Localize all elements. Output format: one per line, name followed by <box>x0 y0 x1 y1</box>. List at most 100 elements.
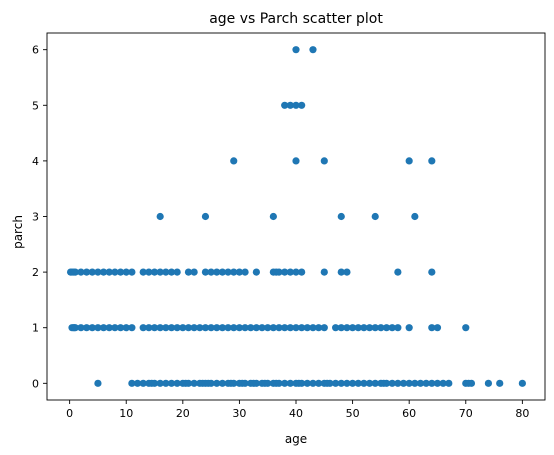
y-tick-label: 1 <box>32 322 39 335</box>
data-point <box>484 379 493 387</box>
data-point <box>326 379 334 387</box>
data-point <box>218 379 227 387</box>
data-point <box>298 379 306 387</box>
data-point <box>298 324 306 332</box>
data-point <box>94 324 102 332</box>
data-point <box>315 379 323 387</box>
data-point <box>275 268 283 276</box>
data-point <box>320 268 328 276</box>
data-point <box>332 324 340 332</box>
data-point <box>377 324 385 332</box>
data-point <box>162 268 170 276</box>
data-point <box>462 324 470 332</box>
data-point <box>371 212 379 221</box>
data-point <box>167 324 176 332</box>
data-point <box>281 324 289 332</box>
data-point <box>320 157 328 165</box>
data-point <box>213 379 221 387</box>
data-point <box>309 379 317 387</box>
data-point <box>332 379 340 387</box>
data-point <box>315 324 323 332</box>
data-point <box>207 268 215 276</box>
data-point <box>348 379 357 387</box>
data-point <box>343 268 351 276</box>
data-point <box>298 101 306 109</box>
x-tick-label: 20 <box>176 407 190 420</box>
data-point <box>292 46 300 54</box>
data-point <box>167 268 176 276</box>
y-tick-label: 4 <box>32 155 39 168</box>
data-point <box>365 324 374 332</box>
data-point <box>128 268 136 276</box>
data-point <box>399 379 408 387</box>
data-point <box>241 379 249 387</box>
data-point <box>411 379 419 387</box>
x-tick-label: 40 <box>289 407 303 420</box>
data-point <box>173 379 181 387</box>
data-point <box>190 324 198 332</box>
data-point <box>139 324 147 332</box>
data-point <box>405 379 413 387</box>
data-point <box>337 324 345 332</box>
data-point <box>213 324 221 332</box>
data-point <box>303 324 311 332</box>
data-point <box>179 324 187 332</box>
data-point <box>281 268 289 276</box>
data-point <box>150 268 159 276</box>
data-point <box>292 157 300 165</box>
data-point <box>371 324 379 332</box>
data-point <box>77 324 85 332</box>
data-point <box>354 324 362 332</box>
data-point <box>94 268 102 276</box>
data-point <box>286 268 294 276</box>
data-point <box>201 324 210 332</box>
data-point <box>230 157 238 165</box>
data-point <box>156 268 164 276</box>
data-point <box>298 268 306 276</box>
data-point <box>343 324 351 332</box>
data-point <box>360 379 368 387</box>
data-point <box>428 268 436 276</box>
data-point <box>196 324 204 332</box>
data-point <box>105 324 113 332</box>
data-point <box>264 324 272 332</box>
data-point <box>224 324 232 332</box>
data-point <box>218 324 227 332</box>
data-point <box>433 324 442 332</box>
data-point <box>122 268 130 276</box>
data-points <box>66 46 526 387</box>
data-point <box>286 101 294 109</box>
y-axis-ticks: 0 1 2 3 4 5 6 <box>32 44 47 390</box>
data-point <box>416 379 425 387</box>
data-point <box>122 324 130 332</box>
data-point <box>128 379 136 387</box>
data-point <box>496 379 504 387</box>
data-point <box>264 379 272 387</box>
data-point <box>252 379 260 387</box>
data-point <box>405 157 413 165</box>
chart-title: age vs Parch scatter plot <box>209 11 383 27</box>
x-tick-label: 70 <box>459 407 473 420</box>
data-point <box>184 324 193 332</box>
data-point <box>145 324 153 332</box>
data-point <box>275 324 283 332</box>
y-tick-label: 0 <box>32 377 39 390</box>
data-point <box>320 324 328 332</box>
data-point <box>150 324 159 332</box>
data-point <box>99 324 108 332</box>
data-point <box>184 379 193 387</box>
data-point <box>281 379 289 387</box>
data-point <box>218 268 227 276</box>
data-point <box>105 268 113 276</box>
data-point <box>230 324 238 332</box>
data-point <box>292 268 300 276</box>
plot-area-frame <box>46 32 546 401</box>
data-point <box>382 324 391 332</box>
x-axis-label: age <box>285 432 307 446</box>
data-point <box>167 379 176 387</box>
data-point <box>433 379 442 387</box>
data-point <box>281 101 289 109</box>
data-point <box>269 212 277 221</box>
data-point <box>111 324 119 332</box>
data-point <box>156 212 164 221</box>
